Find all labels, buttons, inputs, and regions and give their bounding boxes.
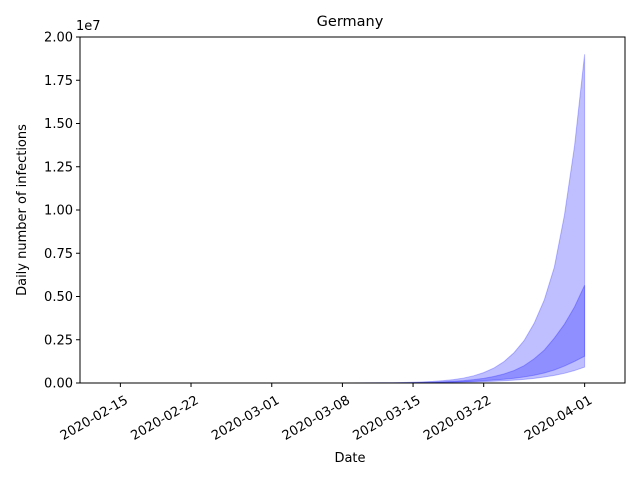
x-tick-label: 2020-04-01: [522, 393, 595, 444]
y-tick-label: 1.25: [44, 160, 73, 175]
y-tick-label: 0.75: [44, 247, 73, 262]
x-tick-label: 2020-02-22: [128, 393, 201, 444]
x-axis-label: Date: [334, 451, 365, 466]
y-tick-label: 1.50: [44, 117, 73, 132]
y-tick-label: 1.75: [44, 74, 73, 89]
x-tick-label: 2020-02-15: [58, 393, 131, 444]
chart-title: Germany: [317, 14, 384, 30]
x-tick-label: 2020-03-15: [351, 393, 424, 444]
y-tick-label: 1.00: [44, 204, 73, 219]
x-tick-label: 2020-03-08: [280, 393, 353, 444]
y-tick-label: 0.00: [44, 377, 73, 392]
axes: 0.00 0.25 0.50 0.75 1.00 1.25 1.50 1.75 2.00 2020…: [44, 31, 626, 444]
confidence-bands: [352, 54, 586, 384]
y-tick-label: 0.50: [44, 290, 73, 305]
x-tick-label: 2020-03-22: [421, 393, 494, 444]
y-tick-label: 0.25: [44, 333, 73, 348]
x-tick-label: 2020-03-01: [209, 393, 282, 444]
y-tick-label: 2.00: [44, 31, 73, 46]
y-offset-label: 1e7: [76, 19, 101, 34]
band-1: [352, 54, 586, 384]
y-axis-label: Daily number of infections: [15, 124, 30, 296]
